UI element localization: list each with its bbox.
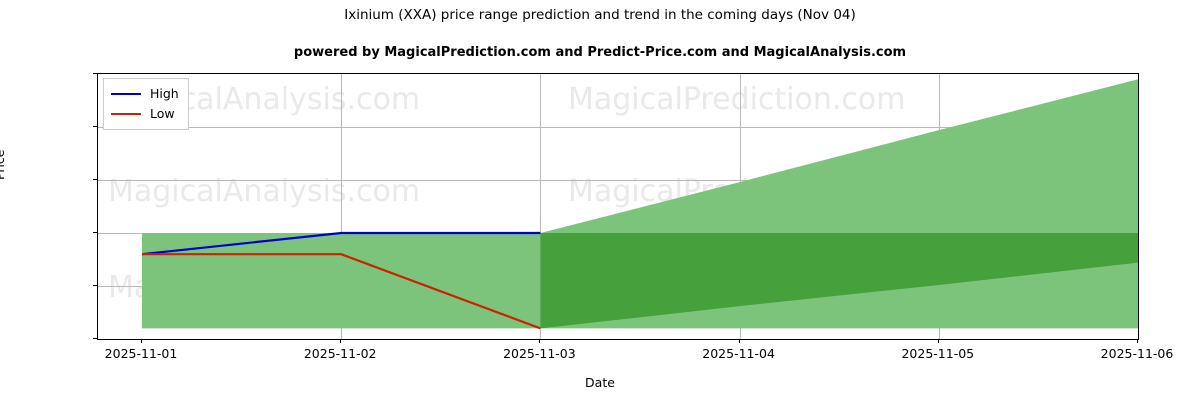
series-line-layer <box>141 231 541 330</box>
x-tick-mark <box>937 339 939 343</box>
legend-swatch-high <box>111 93 141 95</box>
chart-subtitle: powered by MagicalPrediction.com and Pre… <box>293 45 907 60</box>
x-tick-label: 2025-11-04 <box>702 346 775 361</box>
y-tick-mark <box>93 232 97 233</box>
y-tick-mark <box>93 126 97 127</box>
y-axis-label: Price <box>0 149 7 181</box>
y-tick-mark <box>93 285 97 286</box>
y-tick-mark <box>93 179 97 180</box>
series-line-high <box>141 231 541 256</box>
x-tick-mark <box>738 339 740 343</box>
legend-swatch-low <box>111 113 141 115</box>
x-tick-label: 2025-11-03 <box>503 346 576 361</box>
grid-line-vertical <box>341 74 342 339</box>
x-tick-mark <box>141 339 142 343</box>
legend-item-low: Low <box>111 104 179 124</box>
legend-label-low: Low <box>150 105 175 121</box>
y-tick-mark <box>93 73 97 74</box>
inner-range-band <box>540 233 1138 329</box>
plot-area: MagicalAnalysis.com MagicalPrediction.com… <box>97 73 1139 340</box>
range-band-layer <box>142 79 1138 329</box>
x-tick-label: 2025-11-02 <box>303 346 377 361</box>
grid-line-horizontal <box>98 127 1138 128</box>
x-tick-label: 2025-11-01 <box>104 346 178 361</box>
chart-title: Ixinium (XXA) price range prediction and… <box>344 7 856 23</box>
x-tick-mark <box>1137 339 1138 343</box>
x-axis-label: Date <box>585 375 615 390</box>
grid-line-vertical <box>1138 74 1139 339</box>
legend-item-high: High <box>111 84 179 104</box>
x-tick-mark <box>539 339 541 343</box>
x-tick-label: 2025-11-05 <box>901 346 975 361</box>
grid-line-vertical <box>540 74 541 339</box>
chart-legend: High Low <box>103 78 189 130</box>
grid-line-horizontal <box>98 180 1138 181</box>
x-tick-label: 2025-11-06 <box>1100 346 1174 361</box>
legend-label-high: High <box>150 85 179 101</box>
y-tick-mark <box>93 338 97 339</box>
series-line-low <box>142 253 541 330</box>
x-tick-mark <box>340 339 342 343</box>
